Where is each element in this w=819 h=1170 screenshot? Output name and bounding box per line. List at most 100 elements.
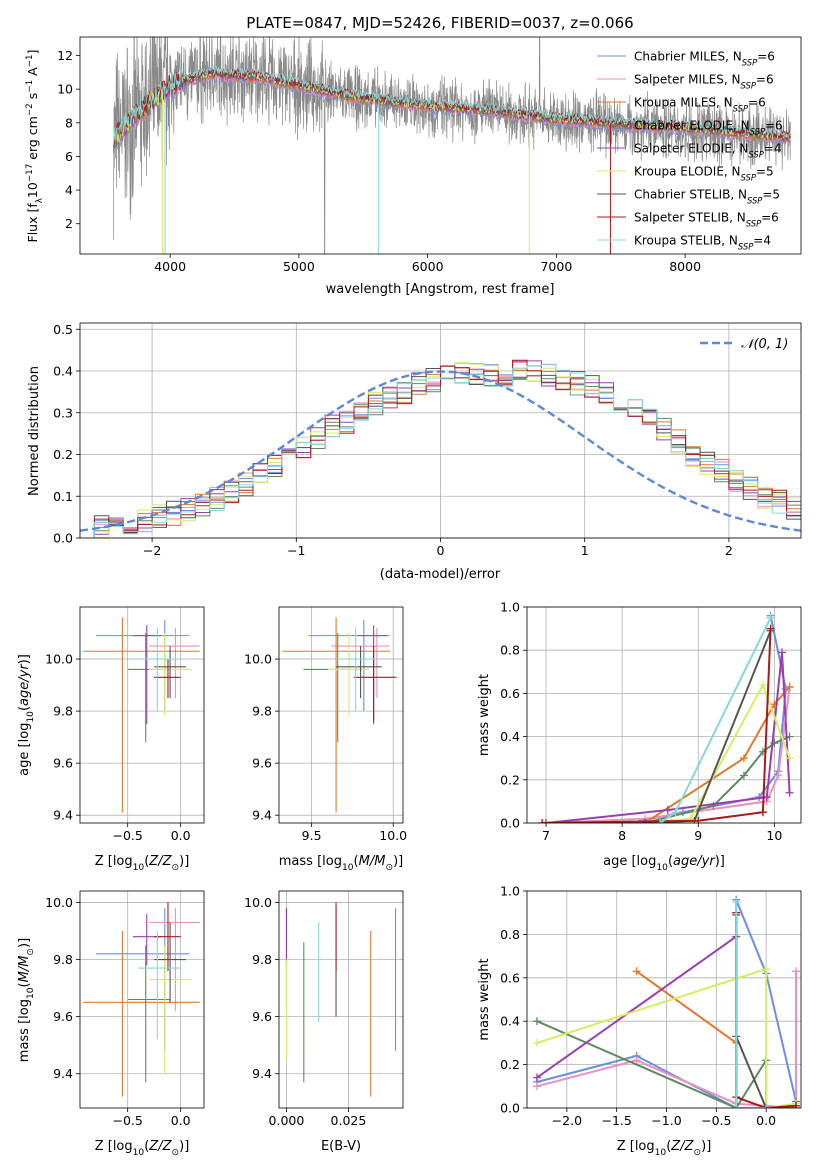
- histogram-kroupa-stelib: [80, 364, 801, 538]
- weight-line: [536, 967, 797, 1108]
- y-tick-label: 0.3: [53, 405, 73, 420]
- x-tick-label: 9.5: [302, 828, 322, 843]
- weight-marker: [640, 819, 649, 823]
- y-tick-label: 10.0: [45, 895, 73, 910]
- weight-marker: [785, 788, 794, 797]
- errorbar-chabrier-stelib: [336, 646, 382, 699]
- x-tick-label: −2: [143, 543, 161, 558]
- errorbar-kroupa-miles: [83, 930, 200, 1097]
- x-axis-label: mass [log10(M/M⊙)]: [279, 854, 403, 873]
- chart-title: PLATE=0847, MJD=52426, FIBERID=0037, z=0…: [246, 14, 633, 32]
- x-tick-label: 0: [437, 543, 445, 558]
- axes-weight_vs_Z: −2.0 −1.5 −1.0 −0.5 0.0 0.0 0.2 0.4 0.6 0.8 1.0 mas…: [477, 884, 802, 1158]
- y-tick-label: 10.0: [45, 652, 73, 667]
- y-tick-label: 9.6: [252, 1009, 272, 1024]
- axes-frame: [526, 890, 802, 1109]
- weight-marker: [766, 613, 775, 622]
- weight-series-salpeter-stelib: [538, 624, 775, 823]
- weight-marker: [739, 771, 748, 780]
- y-tick-label: 0.6: [500, 970, 520, 985]
- weight-marker: [777, 648, 786, 657]
- weight-line: [659, 617, 772, 823]
- weight-marker: [785, 754, 794, 763]
- errorbar-kroupa-miles: [83, 617, 200, 813]
- weight-marker: [739, 754, 748, 763]
- plot-area-mass_vs_EBV: [285, 902, 397, 1097]
- weight-marker: [532, 1017, 541, 1026]
- errorbar-kroupa-miles: [282, 617, 390, 813]
- legend-entry: Kroupa STELIB, NSSP=4: [634, 234, 771, 252]
- weight-marker: [538, 819, 547, 823]
- y-tick-label: 0.2: [53, 447, 73, 462]
- plot-area-age_vs_mass: [282, 617, 397, 813]
- y-tick-label: 0.8: [500, 927, 520, 942]
- x-tick-label: 0.0: [171, 828, 191, 843]
- weight-series-salpeter-miles: [542, 682, 794, 823]
- x-tick-label: −2.0: [552, 1113, 582, 1128]
- y-axis-label: mass weight: [477, 674, 492, 756]
- y-tick-label: 9.4: [252, 1066, 272, 1081]
- plot-area-residuals: [80, 359, 801, 538]
- axes-frame: [278, 606, 404, 824]
- y-tick-label: 0.0: [500, 816, 520, 831]
- x-tick-label: −1: [287, 543, 305, 558]
- y-tick-label: 8: [65, 115, 73, 130]
- axes-frame: [278, 890, 404, 1109]
- y-tick-label: 0.6: [500, 686, 520, 701]
- axes-mass_vs_Z: −0.5 0.0 9.4 9.6 9.8 10.0 Z [log10(Z/Z⊙)] mass …: [17, 890, 205, 1158]
- y-tick-label: 0.2: [500, 772, 520, 787]
- plot-area-spectrum: [113, 37, 791, 254]
- legend-entry: Chabrier ELODIE, NSSP=6: [634, 119, 783, 137]
- y-tick-label: 12: [57, 48, 73, 63]
- axes-age_vs_mass: 9.5 10.0 9.4 9.6 9.8 10.0 mass [log10(M/M⊙)]: [244, 606, 407, 873]
- weight-line: [636, 970, 796, 1108]
- normal-curve: [80, 370, 801, 532]
- y-tick-label: 2: [65, 216, 73, 231]
- weight-series-kroupa-miles: [538, 682, 794, 823]
- y-tick-label: 9.4: [53, 808, 73, 823]
- y-tick-label: 1.0: [500, 884, 520, 899]
- model-spectrum-kroupa-stelib: [113, 65, 791, 146]
- errorbar-chabrier-stelib: [154, 646, 186, 699]
- x-tick-label: 10: [766, 828, 782, 843]
- x-axis-label: E(B-V): [321, 1139, 361, 1154]
- weight-marker: [792, 1101, 801, 1108]
- axes-age_vs_Z: −0.5 0.0 9.4 9.6 9.8 10.0 Z [log10(Z/Z⊙)] age […: [17, 606, 205, 873]
- x-tick-label: 5000: [283, 259, 315, 274]
- y-tick-label: 1.0: [500, 600, 520, 615]
- axes-residuals: −2 −1 0 1 2 0.0 0.1 0.2 0.3 0.4 0.5 (data-model)/er…: [27, 322, 802, 582]
- weight-marker: [732, 897, 741, 906]
- errorbar-kroupa-stelib: [336, 627, 377, 712]
- y-tick-label: 9.6: [53, 1009, 73, 1024]
- legend-entry: Kroupa ELODIE, NSSP=5: [634, 165, 774, 183]
- errorbar-chabrier-elodie: [127, 633, 171, 743]
- weight-marker: [774, 771, 783, 780]
- x-tick-label: 10.0: [379, 828, 407, 843]
- x-tick-label: −0.5: [113, 1113, 143, 1128]
- y-tick-label: 0.1: [53, 489, 73, 504]
- y-tick-label: 10.0: [244, 895, 272, 910]
- y-tick-label: 0.8: [500, 643, 520, 658]
- axes-frame: [79, 606, 205, 824]
- errorbar-salpeter-elodie: [357, 625, 387, 725]
- y-axis-label: Normed distribution: [27, 366, 42, 496]
- y-tick-label: 9.8: [252, 704, 272, 719]
- weight-marker: [632, 1056, 641, 1065]
- y-axis-label: age [log10(age/yr)]: [17, 654, 36, 776]
- weight-series-chabrier-stelib: [640, 626, 775, 823]
- errorbar-kroupa-elodie: [327, 633, 369, 717]
- errorbar-kroupa-stelib: [138, 930, 181, 1040]
- x-tick-label: −1.5: [601, 1113, 631, 1128]
- x-axis-label: Z [log10(Z/Z⊙)]: [95, 854, 190, 873]
- plot-area-mass_vs_Z: [83, 902, 200, 1097]
- legend: Chabrier MILES, NSSP=6 Salpeter MILES, NS…: [597, 50, 783, 252]
- x-tick-label: 6000: [412, 259, 444, 274]
- x-tick-label: 1: [581, 543, 589, 558]
- x-axis-label: Z [log10(Z/Z⊙)]: [617, 1139, 712, 1158]
- data-spectrum-line: [113, 37, 791, 254]
- errorbar-chabrier-stelib: [154, 922, 186, 1003]
- weight-line: [735, 914, 768, 1108]
- weight-marker: [792, 967, 801, 976]
- errorbar-kroupa-stelib: [138, 627, 181, 712]
